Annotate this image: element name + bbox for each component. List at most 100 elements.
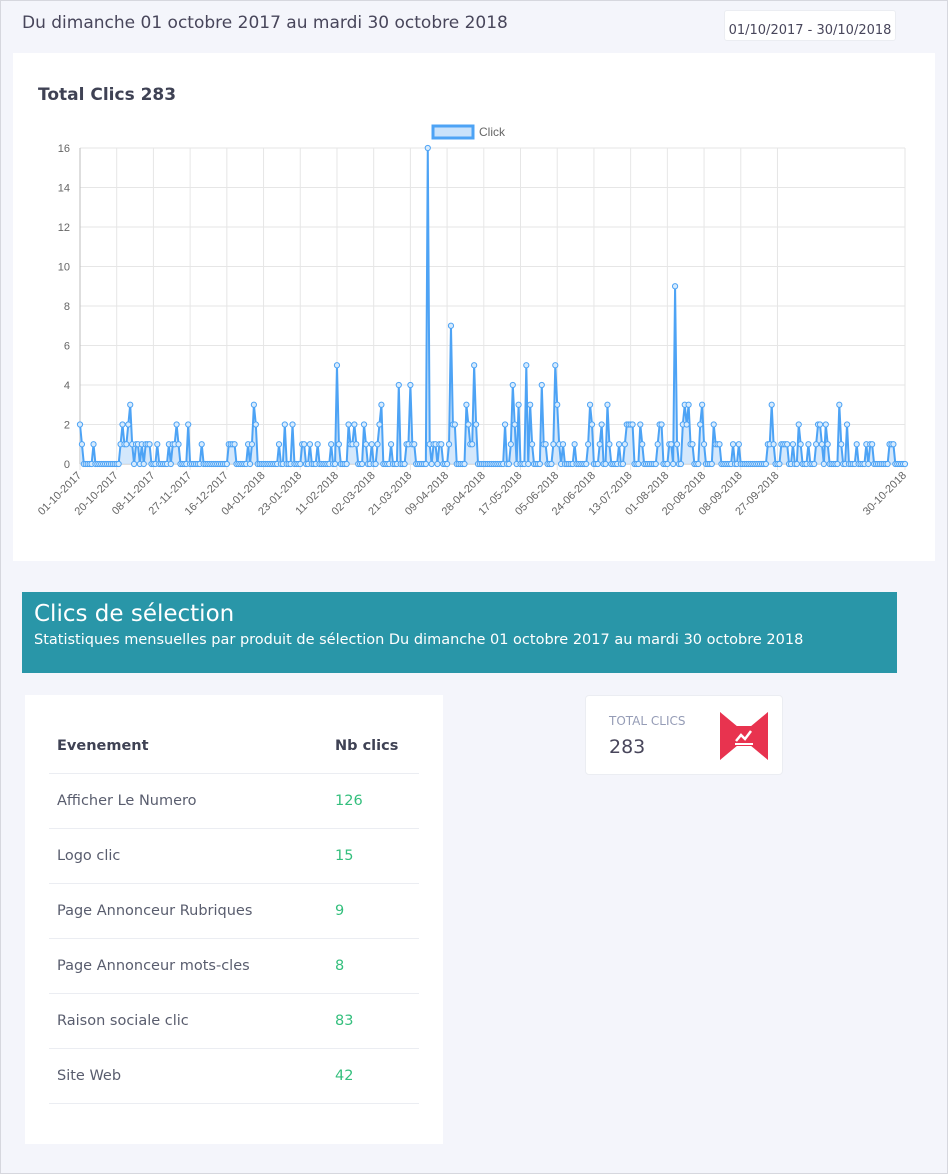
data-point[interactable] [505,460,513,468]
data-point[interactable] [689,441,696,448]
data-point[interactable] [198,441,205,448]
data-point[interactable] [463,401,470,408]
data-point[interactable] [542,441,549,448]
data-point[interactable] [527,401,534,408]
data-point[interactable] [594,460,601,468]
data-point[interactable] [314,441,321,448]
data-point[interactable] [635,460,642,468]
data-point[interactable] [865,460,872,468]
data-point[interactable] [434,460,441,468]
data-point[interactable] [869,441,876,448]
data-point[interactable] [358,460,366,468]
data-point[interactable] [131,460,138,468]
data-point[interactable] [465,421,472,428]
data-point[interactable] [223,460,230,468]
data-point[interactable] [604,401,611,408]
data-point[interactable] [677,460,684,468]
data-point[interactable] [776,460,783,468]
data-point[interactable] [90,441,97,448]
data-point[interactable] [784,441,791,448]
data-point[interactable] [683,421,690,428]
data-point[interactable] [78,441,86,448]
data-point[interactable] [548,460,555,468]
data-point[interactable] [378,401,385,408]
data-point[interactable] [445,441,453,448]
data-point[interactable] [509,381,516,389]
data-point[interactable] [884,460,891,468]
data-point[interactable] [343,460,350,468]
data-point[interactable] [673,441,681,448]
data-point[interactable] [586,401,594,408]
data-point[interactable] [387,441,395,448]
data-point[interactable] [770,441,777,448]
data-point[interactable] [838,441,845,448]
data-point[interactable] [411,441,418,448]
data-point[interactable] [250,401,257,408]
data-point[interactable] [289,421,296,428]
data-point[interactable] [710,421,717,428]
data-point[interactable] [619,460,627,468]
data-point[interactable] [637,421,644,428]
data-point[interactable] [471,362,478,369]
data-point[interactable] [697,421,704,428]
data-point[interactable] [252,421,259,428]
data-point[interactable] [639,441,646,448]
data-point[interactable] [395,381,402,389]
chart-legend[interactable]: Click [431,124,506,140]
data-point[interactable] [275,441,283,448]
data-point[interactable] [602,460,609,468]
data-point[interactable] [451,421,458,428]
data-point[interactable] [596,441,603,448]
data-point[interactable] [175,441,182,448]
data-point[interactable] [629,421,636,428]
data-point[interactable] [469,441,476,448]
data-point[interactable] [125,421,132,428]
data-point[interactable] [735,441,742,448]
data-point[interactable] [185,421,192,428]
data-point[interactable] [231,441,238,448]
data-point[interactable] [76,421,84,428]
data-point[interactable] [813,441,820,448]
data-point[interactable] [246,460,254,468]
data-point[interactable] [335,441,342,448]
data-point[interactable] [472,421,480,428]
data-point[interactable] [700,441,708,448]
data-point[interactable] [820,460,827,468]
data-point[interactable] [853,441,860,448]
data-point[interactable] [368,441,375,448]
data-point[interactable] [515,401,522,408]
data-point[interactable] [331,460,339,468]
data-point[interactable] [351,421,358,428]
data-point[interactable] [793,460,800,468]
data-point[interactable] [119,421,126,428]
data-point[interactable] [444,460,451,468]
data-point[interactable] [115,460,122,468]
data-point[interactable] [328,441,335,448]
data-point[interactable] [538,381,545,389]
data-point[interactable] [708,460,715,468]
data-point[interactable] [525,460,532,468]
data-point[interactable] [554,401,561,408]
data-point[interactable] [140,460,147,468]
data-point[interactable] [248,441,256,448]
data-point[interactable] [146,441,153,448]
data-point[interactable] [333,362,341,369]
data-point[interactable] [670,460,677,468]
data-point[interactable] [836,401,843,408]
data-point[interactable] [123,441,130,448]
data-point[interactable] [695,460,702,468]
data-point[interactable] [901,460,909,468]
data-point[interactable] [424,144,431,152]
data-point[interactable] [422,460,429,468]
data-point[interactable] [652,460,659,468]
data-point[interactable] [668,441,675,448]
data-point[interactable] [843,421,851,428]
data-point[interactable] [816,421,824,428]
data-point[interactable] [507,441,514,448]
data-point[interactable] [374,441,381,448]
data-point[interactable] [811,460,818,468]
data-point[interactable] [353,441,360,448]
data-point[interactable] [511,421,518,428]
data-point[interactable] [154,441,161,448]
data-point[interactable] [834,460,841,468]
